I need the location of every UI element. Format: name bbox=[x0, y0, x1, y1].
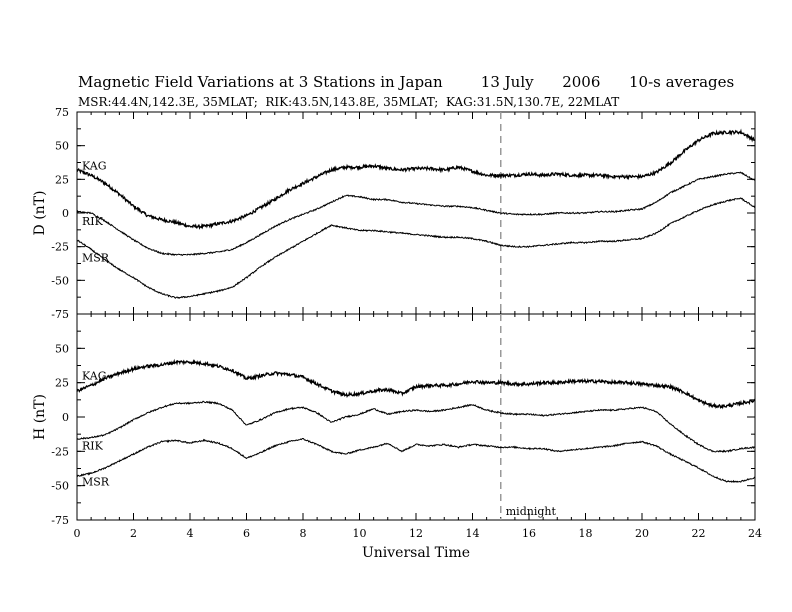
plot-frame bbox=[76, 111, 756, 315]
y-tick-label: -25 bbox=[51, 445, 69, 458]
y-tick-label: 0 bbox=[62, 411, 69, 424]
y-tick-label: -25 bbox=[51, 241, 69, 254]
x-tick-label: 8 bbox=[300, 527, 307, 540]
series-line-msr bbox=[76, 197, 756, 299]
x-tick-label: 0 bbox=[74, 527, 81, 540]
series-line-rik bbox=[76, 171, 756, 257]
x-tick-label: 14 bbox=[466, 527, 480, 540]
series-label-kag: KAG bbox=[82, 159, 107, 172]
series-line-kag bbox=[76, 358, 756, 410]
y-tick-label: 75 bbox=[55, 106, 69, 119]
station-info: MSR:44.4N,142.3E, 35MLAT; RIK:43.5N,143.… bbox=[78, 95, 620, 109]
chart-title: Magnetic Field Variations at 3 Stations … bbox=[78, 73, 735, 91]
series-label-msr: MSR bbox=[82, 251, 110, 264]
y-axis-title: D (nT) bbox=[32, 191, 48, 236]
x-tick-label: 2 bbox=[130, 527, 137, 540]
y-tick-label: -50 bbox=[51, 274, 69, 287]
y-tick-label: 25 bbox=[55, 173, 69, 186]
series-label-rik: RIK bbox=[82, 440, 104, 453]
series-label-kag: KAG bbox=[82, 369, 107, 382]
x-tick-label: 20 bbox=[635, 527, 649, 540]
y-tick-label: -75 bbox=[51, 514, 69, 527]
series-line-kag bbox=[76, 128, 756, 230]
x-tick-label: 10 bbox=[353, 527, 367, 540]
y-tick-label: 0 bbox=[62, 207, 69, 220]
y-tick-label: -75 bbox=[51, 308, 69, 321]
series-label-rik: RIK bbox=[82, 215, 104, 228]
x-tick-label: 12 bbox=[409, 527, 423, 540]
midnight-annotation: midnight bbox=[506, 505, 557, 518]
series-line-rik bbox=[76, 400, 756, 453]
x-tick-label: 24 bbox=[748, 527, 762, 540]
x-tick-label: 6 bbox=[243, 527, 250, 540]
x-tick-label: 18 bbox=[579, 527, 593, 540]
d-component-panel: -75 -50 -25 0 25 50 75 D (nT) KAG RIK MSR bbox=[32, 106, 756, 321]
x-tick-label: 16 bbox=[522, 527, 536, 540]
x-axis-title: Universal Time bbox=[362, 545, 470, 561]
y-tick-label: 50 bbox=[55, 140, 69, 153]
plot-frame bbox=[76, 313, 756, 521]
y-tick-label: 25 bbox=[55, 377, 69, 390]
series-line-msr bbox=[76, 438, 756, 483]
y-tick-label: -50 bbox=[51, 480, 69, 493]
y-axis-title: H (nT) bbox=[32, 394, 48, 440]
series-label-msr: MSR bbox=[82, 475, 110, 488]
x-tick-label: 22 bbox=[692, 527, 706, 540]
y-tick-label: 50 bbox=[55, 342, 69, 355]
x-tick-label: 4 bbox=[187, 527, 194, 540]
